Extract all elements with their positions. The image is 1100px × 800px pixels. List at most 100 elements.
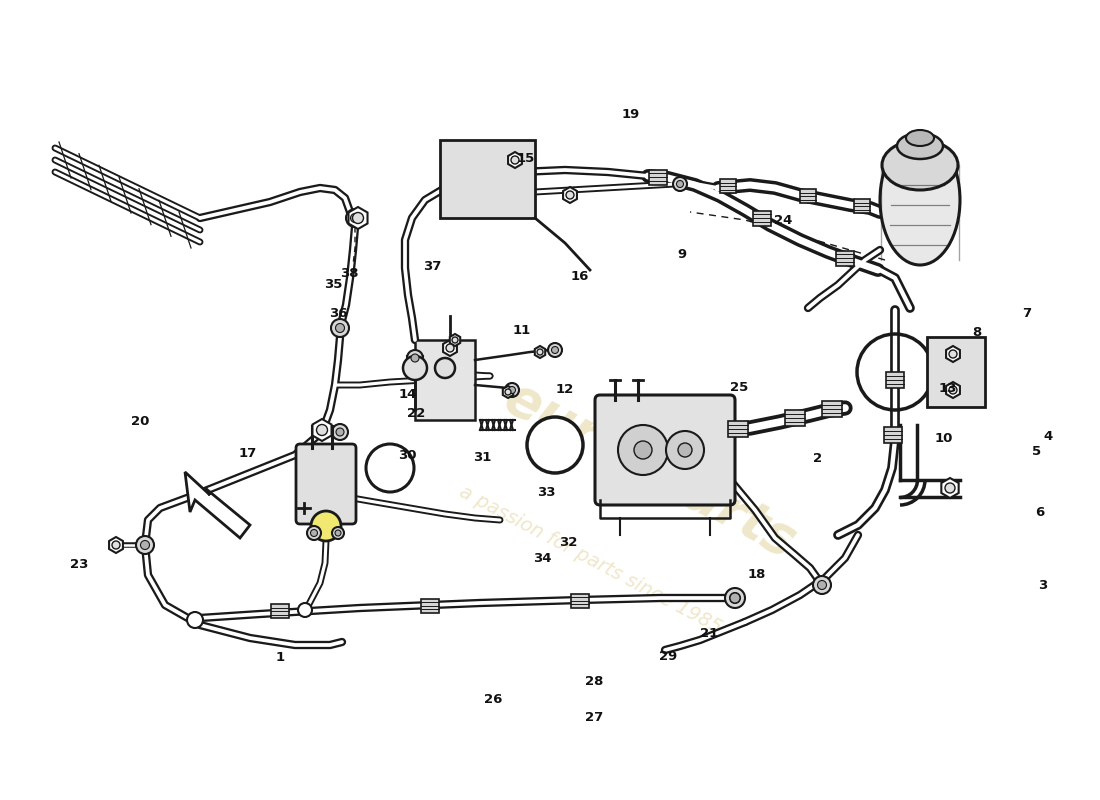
- Text: 18: 18: [748, 568, 766, 581]
- Ellipse shape: [906, 130, 934, 146]
- Circle shape: [813, 576, 830, 594]
- Circle shape: [366, 444, 414, 492]
- Bar: [754, 210, 771, 226]
- Text: 11: 11: [513, 324, 530, 337]
- Text: 17: 17: [239, 447, 256, 460]
- Text: 15: 15: [517, 152, 535, 165]
- Polygon shape: [535, 346, 546, 358]
- Circle shape: [317, 425, 328, 435]
- Circle shape: [352, 213, 363, 223]
- Circle shape: [336, 428, 344, 436]
- Circle shape: [298, 603, 312, 617]
- Circle shape: [452, 337, 458, 343]
- Circle shape: [730, 593, 740, 603]
- Text: 31: 31: [473, 451, 491, 464]
- Circle shape: [618, 425, 668, 475]
- Bar: [822, 401, 842, 417]
- Circle shape: [346, 209, 364, 227]
- Text: 22: 22: [407, 407, 425, 420]
- Text: 38: 38: [341, 267, 359, 280]
- Text: 27: 27: [585, 711, 603, 724]
- Text: 12: 12: [556, 383, 573, 396]
- Text: 33: 33: [538, 486, 556, 498]
- Circle shape: [945, 483, 955, 493]
- Text: 3: 3: [1038, 579, 1047, 592]
- Text: 25: 25: [730, 381, 748, 394]
- Circle shape: [332, 527, 344, 539]
- Circle shape: [949, 386, 957, 394]
- Circle shape: [512, 156, 519, 164]
- Text: 9: 9: [678, 248, 686, 261]
- Circle shape: [551, 346, 559, 354]
- Circle shape: [508, 386, 516, 394]
- Circle shape: [141, 541, 150, 550]
- Bar: [649, 170, 667, 185]
- Polygon shape: [109, 537, 123, 553]
- Polygon shape: [946, 346, 960, 362]
- Circle shape: [446, 344, 454, 352]
- Polygon shape: [508, 152, 521, 168]
- Ellipse shape: [880, 135, 960, 265]
- Polygon shape: [312, 419, 331, 441]
- Bar: [884, 427, 902, 443]
- Circle shape: [673, 177, 688, 191]
- Circle shape: [310, 530, 318, 537]
- Text: 6: 6: [1035, 506, 1044, 518]
- Text: 35: 35: [324, 278, 342, 290]
- Circle shape: [678, 443, 692, 457]
- Bar: [720, 179, 736, 193]
- Circle shape: [336, 530, 341, 536]
- Circle shape: [505, 389, 512, 395]
- Bar: [271, 604, 289, 618]
- Polygon shape: [450, 334, 460, 346]
- Text: 19: 19: [621, 108, 639, 121]
- Circle shape: [307, 526, 321, 540]
- Circle shape: [136, 536, 154, 554]
- Circle shape: [566, 191, 574, 199]
- Circle shape: [537, 349, 543, 355]
- Text: 30: 30: [398, 450, 416, 462]
- Text: 1: 1: [276, 651, 285, 664]
- Bar: [728, 421, 748, 437]
- Bar: [785, 410, 805, 426]
- Bar: [836, 250, 854, 266]
- Text: 7: 7: [1022, 307, 1031, 320]
- Circle shape: [407, 350, 424, 366]
- Text: 28: 28: [585, 675, 603, 688]
- Text: 2: 2: [813, 452, 822, 465]
- Text: 34: 34: [534, 552, 551, 565]
- Circle shape: [730, 593, 740, 603]
- FancyBboxPatch shape: [595, 395, 735, 505]
- Text: 20: 20: [131, 415, 149, 428]
- Text: eurosparts: eurosparts: [495, 371, 805, 569]
- Circle shape: [676, 181, 683, 187]
- Text: 37: 37: [424, 260, 441, 273]
- Bar: [571, 594, 588, 608]
- Bar: [421, 599, 439, 613]
- Circle shape: [666, 431, 704, 469]
- Circle shape: [331, 319, 349, 337]
- Circle shape: [311, 511, 341, 541]
- FancyBboxPatch shape: [296, 444, 356, 524]
- Circle shape: [332, 424, 348, 440]
- Polygon shape: [946, 382, 960, 398]
- Ellipse shape: [896, 133, 943, 159]
- Bar: [800, 189, 816, 203]
- Circle shape: [336, 323, 344, 333]
- Text: a passion for parts since 1985: a passion for parts since 1985: [455, 482, 725, 638]
- Circle shape: [548, 343, 562, 357]
- Polygon shape: [563, 187, 576, 203]
- Text: 13: 13: [939, 382, 957, 394]
- Ellipse shape: [882, 140, 958, 190]
- Text: 29: 29: [659, 650, 676, 662]
- Circle shape: [725, 588, 745, 608]
- Polygon shape: [503, 386, 514, 398]
- Bar: [886, 372, 904, 388]
- Text: 21: 21: [701, 627, 718, 640]
- Text: 5: 5: [1032, 446, 1041, 458]
- Text: 24: 24: [774, 214, 792, 226]
- Text: 32: 32: [560, 536, 578, 549]
- Circle shape: [817, 581, 826, 590]
- Circle shape: [505, 383, 519, 397]
- Polygon shape: [349, 207, 367, 229]
